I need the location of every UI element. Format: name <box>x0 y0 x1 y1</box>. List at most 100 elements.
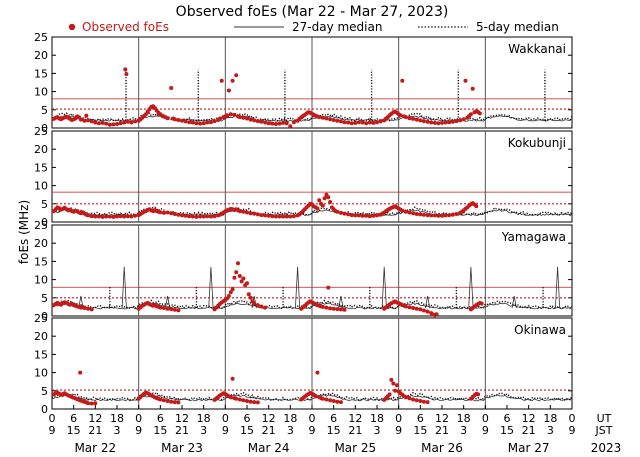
observed-point <box>349 213 354 218</box>
observed-point <box>165 116 170 121</box>
observed-point <box>111 214 116 219</box>
observed-point <box>450 119 455 124</box>
observed-point <box>360 213 365 218</box>
observed-point <box>403 395 408 400</box>
observed-point <box>259 213 264 218</box>
observed-point <box>228 290 233 295</box>
observed-point <box>255 303 260 308</box>
observed-point <box>104 121 109 126</box>
jst-tick-label: 15 <box>327 424 341 437</box>
observed-point <box>176 212 181 217</box>
observed-point <box>266 121 271 126</box>
y-tick-label: 5 <box>41 385 48 398</box>
observed-point <box>129 214 134 219</box>
observed-point <box>236 261 240 266</box>
day-label: Mar 27 <box>508 441 550 455</box>
observed-point <box>228 112 233 117</box>
legend-observed-label: Observed foEs <box>82 20 169 34</box>
observed-point <box>263 213 268 218</box>
observed-point <box>230 287 235 292</box>
y-tick-label: 20 <box>34 143 48 156</box>
observed-point <box>398 113 403 118</box>
observed-point <box>403 304 408 309</box>
observed-point <box>86 213 91 218</box>
observed-point <box>165 306 170 311</box>
observed-point <box>273 122 278 126</box>
observed-point <box>194 121 199 126</box>
jst-tick-label: 21 <box>522 424 536 437</box>
observed-point <box>470 86 475 91</box>
y-tick-label: 25 <box>34 312 48 325</box>
observed-point <box>86 118 91 123</box>
y-tick-label: 25 <box>34 219 48 232</box>
jst-tick-label: 21 <box>175 424 189 437</box>
observed-point <box>338 400 343 405</box>
jst-tick-label: 15 <box>153 424 167 437</box>
observed-point <box>270 214 275 219</box>
observed-point <box>78 117 83 122</box>
observed-point <box>317 198 322 203</box>
jst-tick-label: 3 <box>374 424 381 437</box>
observed-point <box>320 304 325 309</box>
jst-tick-label: 15 <box>67 424 81 437</box>
observed-point <box>418 212 423 217</box>
observed-point <box>172 400 177 405</box>
observed-point <box>432 120 437 125</box>
observed-point <box>212 119 217 124</box>
observed-point <box>194 214 199 219</box>
jst-tick-label: 21 <box>348 424 362 437</box>
jst-tick-label: 15 <box>500 424 514 437</box>
observed-point <box>180 213 184 218</box>
panel-yamagawa: 0 5 10 15 20 25 Yamagawa <box>34 219 573 323</box>
observed-point <box>425 400 430 405</box>
observed-point <box>165 210 170 215</box>
jst-tick-label: 3 <box>114 424 121 437</box>
observed-point <box>230 78 235 83</box>
observed-point <box>342 120 347 125</box>
legend: Observed foEs 27-day median 5-day median <box>68 20 559 34</box>
observed-point <box>360 120 365 125</box>
ut-tick-label: 12 <box>88 412 102 425</box>
observed-point <box>394 383 399 388</box>
observed-point <box>291 214 296 219</box>
observed-point <box>241 276 246 281</box>
jst-tick-label: 3 <box>460 424 467 437</box>
observed-point <box>230 376 235 381</box>
observed-point <box>212 214 217 219</box>
observed-point <box>463 78 468 83</box>
observed-point <box>403 209 408 214</box>
observed-point <box>378 119 383 124</box>
jst-label: JST <box>595 424 613 437</box>
observed-point <box>169 211 174 216</box>
observed-point <box>277 121 282 126</box>
observed-point <box>353 120 358 125</box>
observed-point <box>245 116 249 121</box>
y-tick-label: 10 <box>34 367 48 380</box>
observed-point <box>115 214 119 219</box>
observed-point <box>418 118 423 123</box>
observed-point <box>414 212 419 216</box>
observed-point <box>239 279 244 284</box>
chart-title: Observed foEs (Mar 22 - Mar 27, 2023) <box>176 4 449 20</box>
observed-point <box>118 214 123 219</box>
observed-point <box>407 116 412 121</box>
observed-point <box>425 213 430 218</box>
observed-point <box>313 393 318 398</box>
legend-median27-label: 27-day median <box>292 20 382 34</box>
observed-point <box>342 211 347 216</box>
observed-point <box>183 119 188 124</box>
ut-tick-label: 18 <box>283 412 297 425</box>
y-tick-label: 25 <box>34 31 48 44</box>
observed-point <box>198 121 203 126</box>
y-tick-label: 5 <box>41 292 48 305</box>
observed-point <box>421 119 426 124</box>
observed-point <box>447 213 452 218</box>
jst-tick-label: 9 <box>49 424 56 437</box>
observed-point <box>259 304 264 309</box>
observed-point <box>421 308 426 313</box>
day-label: Mar 22 <box>74 441 116 455</box>
observed-point <box>158 397 163 402</box>
observed-point <box>241 398 246 403</box>
observed-point <box>237 274 242 278</box>
observed-point <box>324 397 329 402</box>
